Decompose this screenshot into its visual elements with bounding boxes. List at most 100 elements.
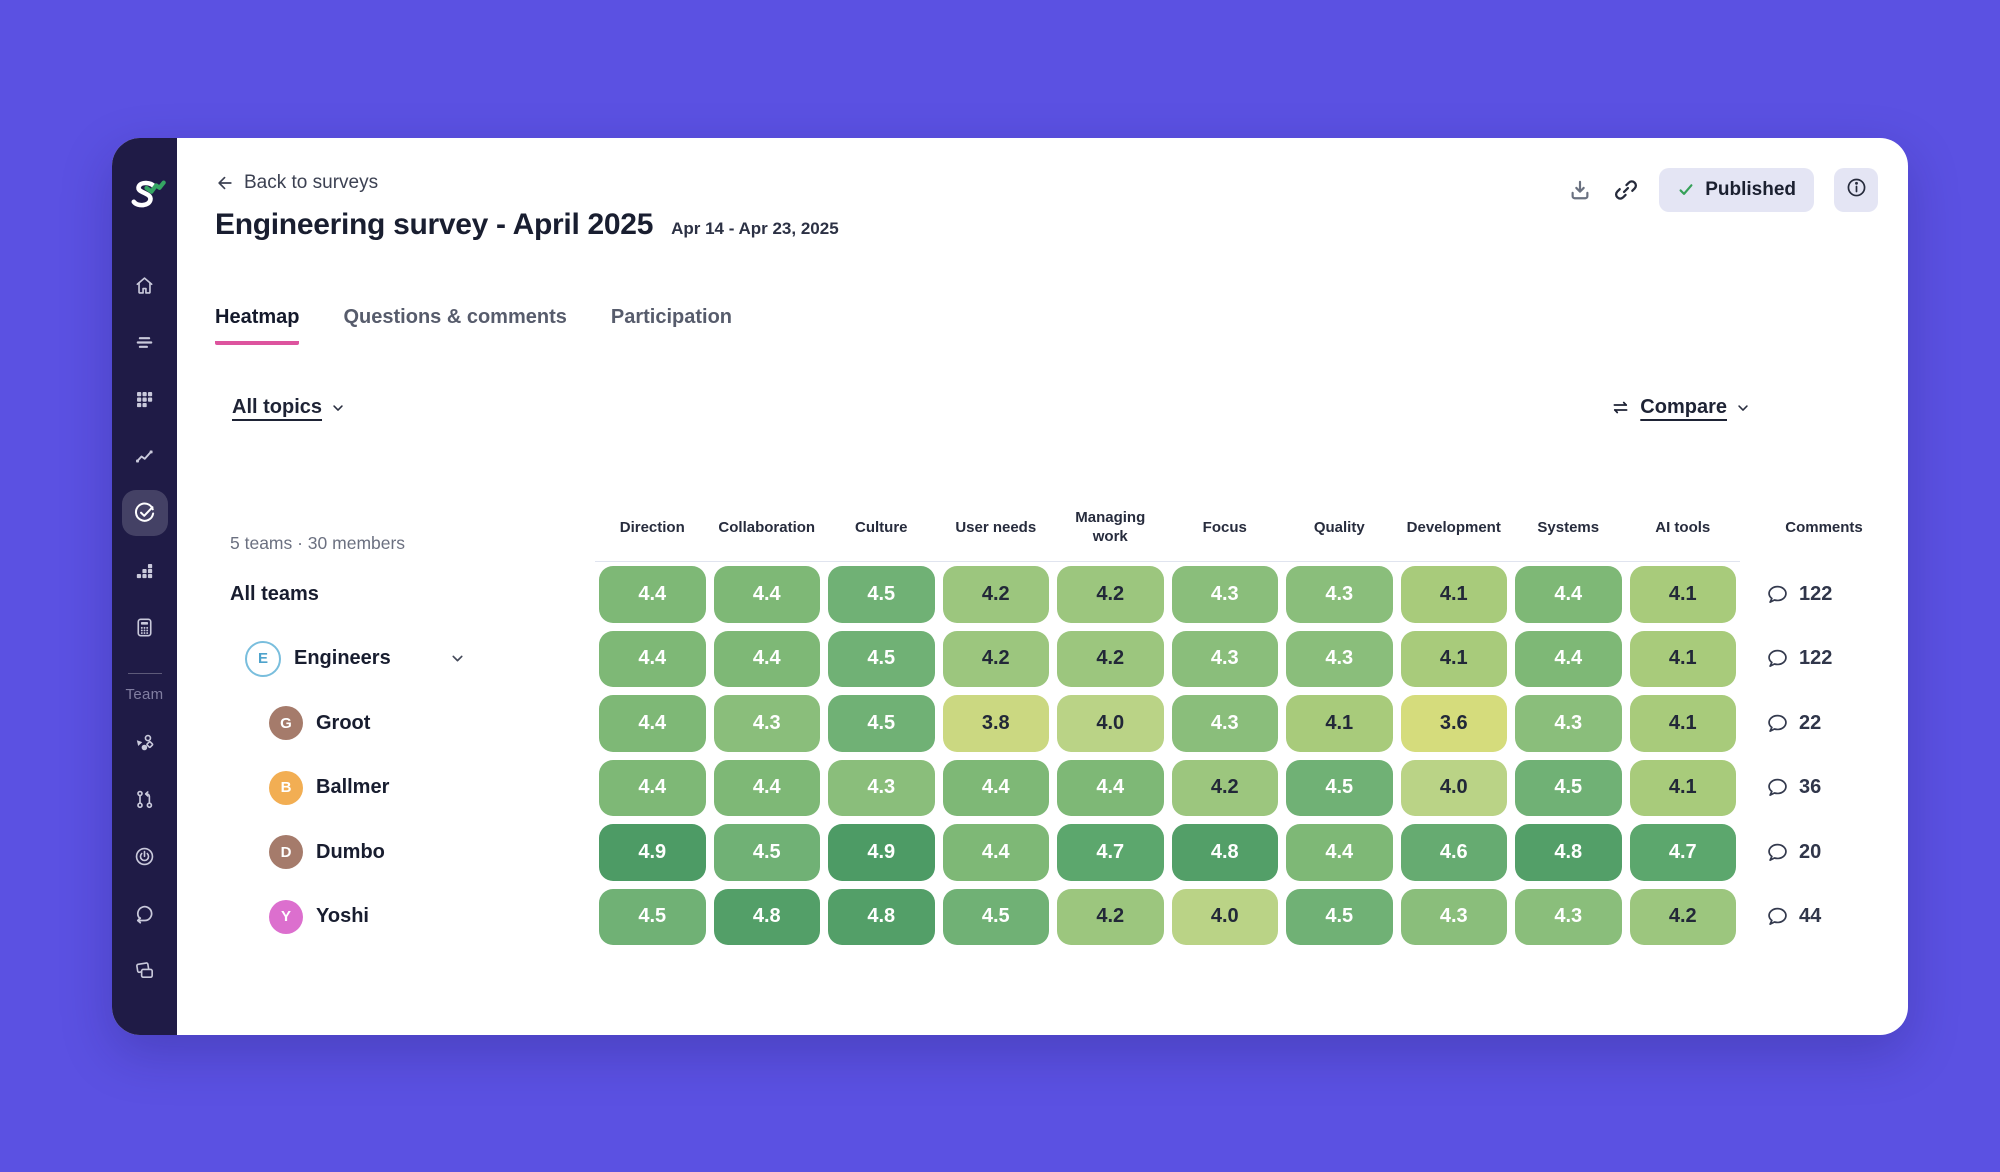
heatmap-cell-engineers-development[interactable]: 4.1 bbox=[1400, 630, 1507, 687]
heatmap-cell-yoshi-collaboration[interactable]: 4.8 bbox=[713, 888, 820, 945]
heatmap-cell-engineers-systems[interactable]: 4.4 bbox=[1515, 630, 1622, 687]
heatmap-cell-yoshi-ai-tools[interactable]: 4.2 bbox=[1629, 888, 1736, 945]
heatmap-cell-all-teams-managing-work[interactable]: 4.2 bbox=[1057, 566, 1164, 623]
sidebar-item-goal[interactable] bbox=[122, 833, 168, 879]
heatmap-cell-ballmer-ai-tools[interactable]: 4.1 bbox=[1629, 759, 1736, 816]
sidebar-item-home[interactable] bbox=[122, 262, 168, 308]
heatmap-cell-engineers-quality[interactable]: 4.3 bbox=[1286, 630, 1393, 687]
heatmap-cell-dumbo-systems[interactable]: 4.8 bbox=[1515, 824, 1622, 881]
heatmap-cell-yoshi-culture[interactable]: 4.8 bbox=[828, 888, 935, 945]
download-icon[interactable] bbox=[1567, 177, 1593, 203]
heatmap-cell-engineers-culture[interactable]: 4.5 bbox=[828, 630, 935, 687]
heatmap-cell-ballmer-quality[interactable]: 4.5 bbox=[1286, 759, 1393, 816]
heatmap-cell-groot-direction[interactable]: 4.4 bbox=[599, 695, 706, 752]
chevron-down-icon[interactable] bbox=[450, 651, 465, 666]
info-button[interactable] bbox=[1834, 168, 1878, 212]
heatmap-cell-engineers-direction[interactable]: 4.4 bbox=[599, 630, 706, 687]
sidebar-item-calculator[interactable] bbox=[122, 604, 168, 650]
back-to-surveys-link[interactable]: Back to surveys bbox=[215, 172, 378, 194]
row-label-groot[interactable]: G Groot bbox=[177, 691, 595, 756]
heatmap-cell-all-teams-systems[interactable]: 4.4 bbox=[1515, 566, 1622, 623]
row-label-yoshi[interactable]: Y Yoshi bbox=[177, 885, 595, 950]
sidebar-item-grid[interactable] bbox=[122, 376, 168, 422]
heatmap-cell-dumbo-development[interactable]: 4.6 bbox=[1400, 824, 1507, 881]
heatmap-cell-dumbo-ai-tools[interactable]: 4.7 bbox=[1629, 824, 1736, 881]
comment-icon bbox=[1766, 841, 1789, 864]
sidebar-item-bar-chart[interactable] bbox=[122, 547, 168, 593]
heatmap-cell-yoshi-quality[interactable]: 4.5 bbox=[1286, 888, 1393, 945]
comments-yoshi[interactable]: 44 bbox=[1740, 885, 1908, 950]
heatmap-cell-groot-user-needs[interactable]: 3.8 bbox=[942, 695, 1049, 752]
cell-wrap: 4.4 bbox=[1511, 627, 1626, 692]
heatmap-cell-dumbo-user-needs[interactable]: 4.4 bbox=[942, 824, 1049, 881]
heatmap-cell-ballmer-culture[interactable]: 4.3 bbox=[828, 759, 935, 816]
row-label-ballmer[interactable]: B Ballmer bbox=[177, 756, 595, 821]
heatmap-cell-all-teams-direction[interactable]: 4.4 bbox=[599, 566, 706, 623]
heatmap-cell-groot-systems[interactable]: 4.3 bbox=[1515, 695, 1622, 752]
comments-ballmer[interactable]: 36 bbox=[1740, 756, 1908, 821]
heatmap-cell-yoshi-user-needs[interactable]: 4.5 bbox=[942, 888, 1049, 945]
heatmap-cell-ballmer-focus[interactable]: 4.2 bbox=[1171, 759, 1278, 816]
heatmap-cell-engineers-collaboration[interactable]: 4.4 bbox=[713, 630, 820, 687]
heatmap-cell-all-teams-ai-tools[interactable]: 4.1 bbox=[1629, 566, 1736, 623]
row-label-dumbo[interactable]: D Dumbo bbox=[177, 820, 595, 885]
heatmap-cell-ballmer-direction[interactable]: 4.4 bbox=[599, 759, 706, 816]
heatmap-cell-groot-development[interactable]: 3.6 bbox=[1400, 695, 1507, 752]
heatmap-cell-engineers-ai-tools[interactable]: 4.1 bbox=[1629, 630, 1736, 687]
heatmap-cell-dumbo-culture[interactable]: 4.9 bbox=[828, 824, 935, 881]
heatmap-cell-dumbo-managing-work[interactable]: 4.7 bbox=[1057, 824, 1164, 881]
tab-questions-comments[interactable]: Questions & comments bbox=[343, 306, 567, 328]
heatmap-cell-ballmer-collaboration[interactable]: 4.4 bbox=[713, 759, 820, 816]
heatmap-cell-dumbo-collaboration[interactable]: 4.5 bbox=[713, 824, 820, 881]
heatmap-cell-dumbo-direction[interactable]: 4.9 bbox=[599, 824, 706, 881]
avatar: B bbox=[269, 770, 303, 805]
heatmap-cell-ballmer-systems[interactable]: 4.5 bbox=[1515, 759, 1622, 816]
heatmap-cell-ballmer-user-needs[interactable]: 4.4 bbox=[942, 759, 1049, 816]
heatmap-cell-all-teams-focus[interactable]: 4.3 bbox=[1171, 566, 1278, 623]
heatmap-cell-all-teams-user-needs[interactable]: 4.2 bbox=[942, 566, 1049, 623]
heatmap-cell-dumbo-quality[interactable]: 4.4 bbox=[1286, 824, 1393, 881]
sidebar-item-survey-check[interactable] bbox=[121, 490, 168, 536]
comments-dumbo[interactable]: 20 bbox=[1740, 820, 1908, 885]
heatmap-cell-engineers-user-needs[interactable]: 4.2 bbox=[942, 630, 1049, 687]
sidebar-item-trend[interactable] bbox=[122, 433, 168, 479]
sidebar-item-list-bars[interactable] bbox=[122, 319, 168, 365]
heatmap-cell-yoshi-managing-work[interactable]: 4.2 bbox=[1057, 888, 1164, 945]
cell-wrap: 4.8 bbox=[710, 885, 825, 950]
heatmap-cell-groot-collaboration[interactable]: 4.3 bbox=[713, 695, 820, 752]
cell-wrap: 4.4 bbox=[710, 627, 825, 692]
heatmap-cell-engineers-focus[interactable]: 4.3 bbox=[1171, 630, 1278, 687]
heatmap-cell-all-teams-development[interactable]: 4.1 bbox=[1400, 566, 1507, 623]
comments-groot[interactable]: 22 bbox=[1740, 691, 1908, 756]
heatmap-cell-yoshi-development[interactable]: 4.3 bbox=[1400, 888, 1507, 945]
sidebar-item-shapes[interactable] bbox=[122, 719, 168, 765]
heatmap-cell-engineers-managing-work[interactable]: 4.2 bbox=[1057, 630, 1164, 687]
heatmap-cell-yoshi-systems[interactable]: 4.3 bbox=[1515, 888, 1622, 945]
heatmap-cell-groot-focus[interactable]: 4.3 bbox=[1171, 695, 1278, 752]
row-label-engineers[interactable]: E Engineers bbox=[177, 627, 595, 692]
sidebar-item-sprint-loop[interactable] bbox=[122, 890, 168, 936]
heatmap-cell-groot-ai-tools[interactable]: 4.1 bbox=[1629, 695, 1736, 752]
sidebar-item-cards[interactable] bbox=[122, 947, 168, 993]
heatmap-cell-all-teams-collaboration[interactable]: 4.4 bbox=[713, 566, 820, 623]
heatmap-cell-all-teams-quality[interactable]: 4.3 bbox=[1286, 566, 1393, 623]
heatmap-cell-yoshi-direction[interactable]: 4.5 bbox=[599, 888, 706, 945]
heatmap-cell-ballmer-development[interactable]: 4.0 bbox=[1400, 759, 1507, 816]
comments-engineers[interactable]: 122 bbox=[1740, 627, 1908, 692]
heatmap-cell-all-teams-culture[interactable]: 4.5 bbox=[828, 566, 935, 623]
link-icon[interactable] bbox=[1613, 177, 1639, 203]
heatmap-cell-ballmer-managing-work[interactable]: 4.4 bbox=[1057, 759, 1164, 816]
screenful-logo[interactable] bbox=[122, 174, 168, 220]
tab-heatmap[interactable]: Heatmap bbox=[215, 306, 300, 345]
compare-dropdown[interactable]: Compare bbox=[1610, 396, 1750, 419]
sidebar-item-pull-request[interactable] bbox=[122, 776, 168, 822]
comments-all-teams[interactable]: 122 bbox=[1740, 562, 1908, 627]
heatmap-cell-groot-culture[interactable]: 4.5 bbox=[828, 695, 935, 752]
tab-participation[interactable]: Participation bbox=[610, 306, 733, 328]
heatmap-cell-groot-quality[interactable]: 4.1 bbox=[1286, 695, 1393, 752]
published-badge[interactable]: Published bbox=[1659, 168, 1814, 212]
heatmap-cell-groot-managing-work[interactable]: 4.0 bbox=[1057, 695, 1164, 752]
all-topics-dropdown[interactable]: All topics bbox=[232, 396, 345, 419]
heatmap-cell-yoshi-focus[interactable]: 4.0 bbox=[1171, 888, 1278, 945]
heatmap-cell-dumbo-focus[interactable]: 4.8 bbox=[1171, 824, 1278, 881]
